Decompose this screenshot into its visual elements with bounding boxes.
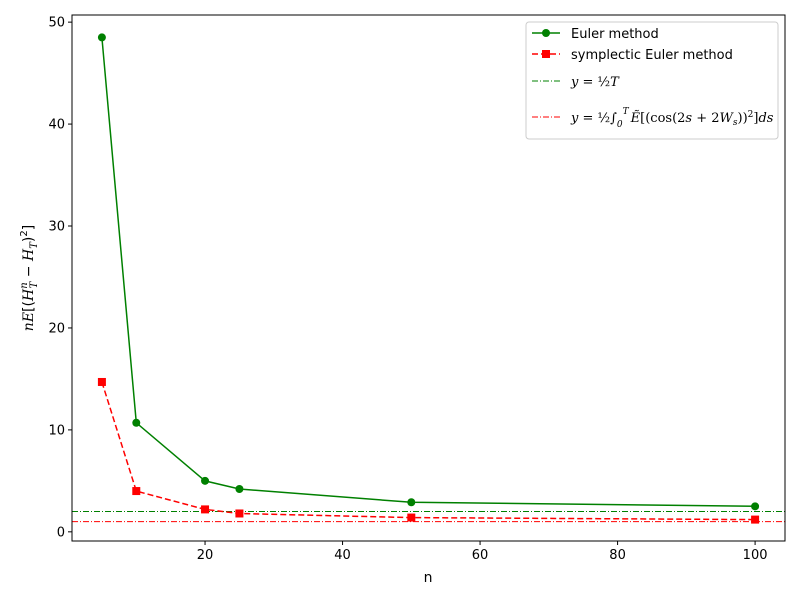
legend: Euler method symplectic Euler method y =… bbox=[525, 21, 779, 140]
data-point-0-0 bbox=[97, 33, 106, 42]
reference-lines bbox=[72, 510, 785, 523]
x-axis-ticks: 20 40 60 80 100 bbox=[197, 541, 768, 563]
y-tick-label-2: 20 bbox=[48, 321, 65, 336]
series-lines bbox=[101, 37, 756, 521]
data-point-0-1 bbox=[132, 418, 141, 427]
data-point-1-5 bbox=[751, 515, 760, 524]
y-axis-label: nE[(HnT − HT)2] bbox=[19, 225, 40, 331]
series-line-1 bbox=[101, 381, 756, 521]
legend-label-euler: Euler method bbox=[571, 27, 659, 42]
y-axis-ticks: 0 10 20 30 40 50 bbox=[48, 16, 72, 540]
axes-frame bbox=[71, 14, 786, 542]
data-point-1-4 bbox=[407, 513, 416, 522]
data-point-1-0 bbox=[97, 377, 106, 386]
y-tick-label-5: 50 bbox=[48, 16, 65, 31]
legend-box bbox=[525, 21, 779, 140]
series-line-0 bbox=[101, 37, 756, 508]
y-tick-label-3: 30 bbox=[48, 220, 65, 235]
x-axis-label: n bbox=[424, 570, 433, 586]
y-tick-label-1: 10 bbox=[48, 423, 65, 438]
series-markers bbox=[97, 33, 760, 524]
data-point-0-3 bbox=[235, 485, 244, 494]
y-tick-label-4: 40 bbox=[48, 118, 65, 133]
legend-marker-euler bbox=[542, 29, 550, 37]
y-tick-label-0: 0 bbox=[57, 525, 65, 540]
x-tick-label-3: 80 bbox=[609, 548, 626, 563]
data-point-0-4 bbox=[407, 498, 416, 507]
legend-label-ref-green: y = ½T bbox=[570, 75, 620, 90]
x-tick-label-2: 60 bbox=[472, 548, 489, 563]
x-tick-label-4: 100 bbox=[743, 548, 768, 563]
legend-label-symplectic: symplectic Euler method bbox=[571, 48, 733, 63]
x-tick-label-0: 20 bbox=[197, 548, 214, 563]
data-point-0-2 bbox=[201, 476, 210, 485]
data-point-1-2 bbox=[201, 505, 210, 514]
data-point-1-3 bbox=[235, 509, 244, 518]
data-point-1-1 bbox=[132, 487, 141, 496]
data-point-0-5 bbox=[751, 502, 760, 511]
x-tick-label-1: 40 bbox=[334, 548, 351, 563]
legend-marker-symplectic bbox=[542, 50, 550, 58]
